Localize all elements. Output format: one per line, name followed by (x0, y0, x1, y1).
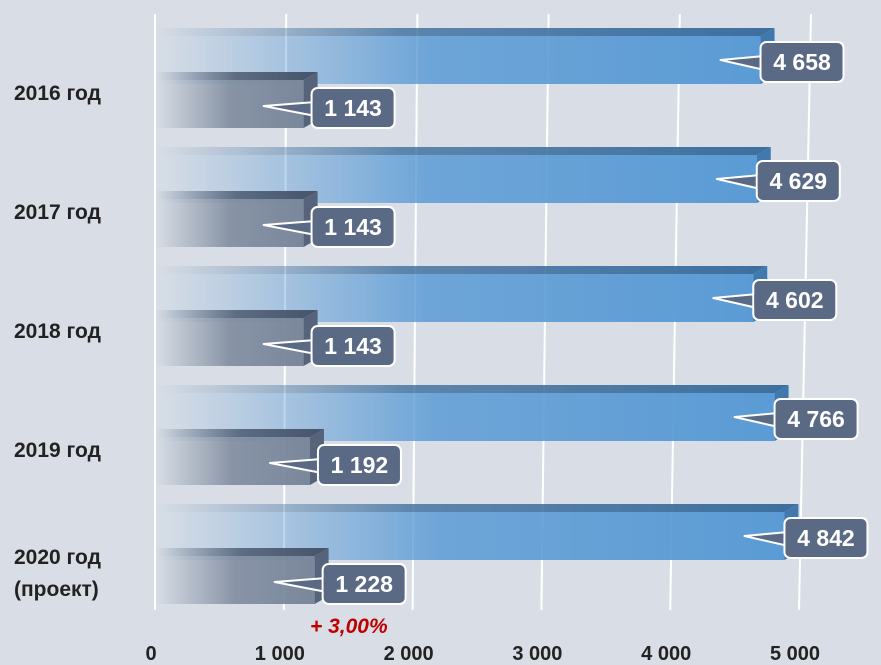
bar-top (155, 147, 771, 155)
bar-top (155, 72, 318, 80)
value-label-box: 4 766 (733, 398, 859, 440)
value-label: 4 602 (766, 287, 824, 313)
value-label-box: 4 602 (712, 279, 838, 321)
value-label-box: 1 192 (268, 444, 402, 486)
x-tick-label: 4 000 (641, 643, 691, 665)
axes: 2016 год 2017 год 2018 год 2019 год 2020 год… (14, 82, 820, 665)
x-tick-label: 3 000 (512, 643, 562, 665)
bar-top (155, 504, 799, 512)
value-label-box: 1 143 (262, 87, 396, 129)
value-label: 4 629 (769, 168, 827, 194)
category-label: 2020 год (14, 546, 101, 569)
value-labels: 4 658 1 143 4 629 1 143 4 602 1 143 4 766 1 192… (262, 41, 869, 605)
x-tick-label: 2 000 (384, 643, 434, 665)
x-tick-label: 5 000 (770, 643, 820, 665)
value-label-box: 1 143 (262, 325, 396, 367)
x-tick-label: 0 (145, 643, 156, 665)
bar-top (155, 310, 318, 318)
value-label: 1 143 (324, 214, 382, 240)
value-label-box: 1 143 (262, 206, 396, 248)
bar-top (155, 191, 318, 199)
bar-top (155, 429, 324, 437)
bar-top (155, 266, 768, 274)
value-label: 4 658 (773, 49, 831, 75)
bar-top (155, 385, 789, 393)
category-label: (проект) (14, 578, 99, 601)
category-label: 2016 год (14, 82, 101, 105)
bars (155, 28, 799, 604)
value-label-box: 1 228 (273, 563, 407, 605)
bar-top (155, 28, 775, 36)
value-label: 1 228 (335, 571, 393, 597)
value-label: 1 143 (324, 333, 382, 359)
value-label-box: 4 629 (715, 160, 841, 202)
growth-annotation: + 3,00% (310, 615, 388, 638)
category-label: 2018 год (14, 320, 101, 343)
value-label: 1 143 (324, 95, 382, 121)
bar-top (155, 548, 329, 556)
value-label-box: 4 658 (719, 41, 845, 83)
value-label: 1 192 (331, 452, 389, 478)
category-label: 2017 год (14, 201, 101, 224)
x-tick-label: 1 000 (255, 643, 305, 665)
value-label-box: 4 842 (743, 517, 869, 559)
value-label: 4 842 (797, 525, 855, 551)
value-label: 4 766 (787, 406, 845, 432)
category-label: 2019 год (14, 439, 101, 462)
